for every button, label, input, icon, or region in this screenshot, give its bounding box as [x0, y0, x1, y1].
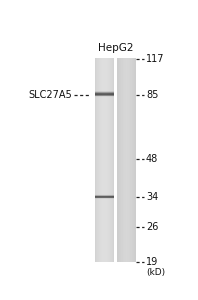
Text: SLC27A5: SLC27A5 [29, 90, 72, 100]
Text: 85: 85 [146, 90, 158, 100]
Text: HepG2: HepG2 [98, 43, 133, 53]
Text: 19: 19 [146, 257, 158, 267]
Text: 117: 117 [146, 54, 165, 64]
Text: 48: 48 [146, 154, 158, 164]
Text: 34: 34 [146, 192, 158, 202]
Text: (kD): (kD) [146, 268, 165, 277]
Text: 26: 26 [146, 222, 158, 232]
